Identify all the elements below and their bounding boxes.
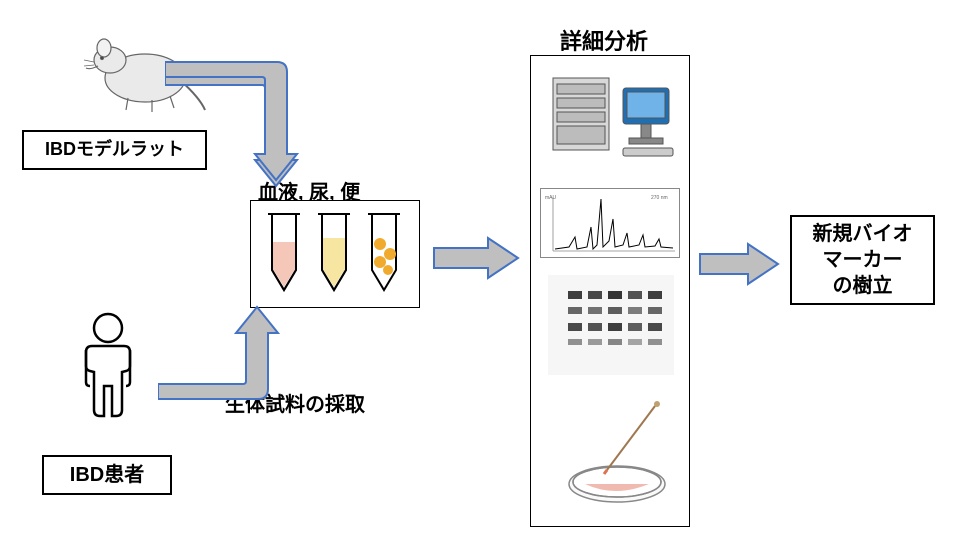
result-line3: の樹立 bbox=[833, 273, 893, 299]
tube-urine bbox=[312, 210, 356, 300]
rat-model-text: IBDモデルラット bbox=[45, 138, 184, 161]
petri-pipette bbox=[545, 400, 680, 510]
arrow-samples-to-analysis bbox=[432, 236, 522, 280]
svg-text:270 nm: 270 nm bbox=[651, 195, 668, 201]
result-line2: マーカー bbox=[823, 247, 903, 273]
human-illustration bbox=[62, 310, 154, 450]
analysis-title: 詳細分析 bbox=[560, 24, 648, 56]
arrow-rat-to-samples bbox=[165, 58, 325, 198]
ibd-patient-label: IBD患者 bbox=[42, 455, 172, 495]
chromatogram: mAU 270 nm bbox=[540, 188, 680, 258]
svg-text:mAU: mAU bbox=[545, 195, 557, 201]
arrow-human-to-samples bbox=[158, 305, 308, 420]
tube-blood bbox=[262, 210, 306, 300]
ibd-patient-text: IBD患者 bbox=[70, 462, 144, 488]
tube-feces bbox=[362, 210, 406, 300]
western-blot bbox=[548, 275, 674, 375]
result-line1: 新規バイオ bbox=[813, 221, 913, 247]
arrow-analysis-to-result bbox=[698, 242, 782, 286]
analysis-equipment bbox=[545, 68, 677, 160]
result-box: 新規バイオ マーカー の樹立 bbox=[790, 215, 935, 305]
